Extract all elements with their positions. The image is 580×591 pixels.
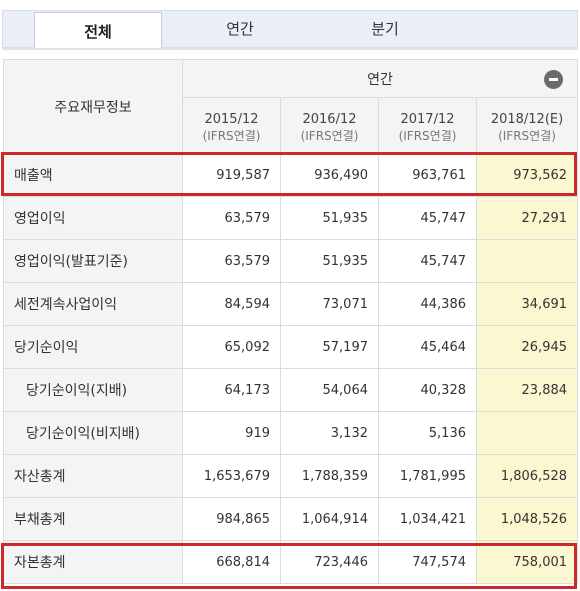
row-label[interactable]: 당기순이익	[3, 325, 183, 369]
table-cell: 1,034,421	[378, 497, 477, 541]
tab-all[interactable]: 전체	[34, 12, 162, 50]
row-label[interactable]: 당기순이익(지배)	[3, 368, 183, 412]
table-cell: 63,579	[182, 239, 281, 283]
table-row-total-liabilities: 부채총계 984,865 1,064,914 1,034,421 1,048,5…	[3, 497, 579, 541]
minus-circle-icon[interactable]	[544, 70, 564, 89]
table-cell: 668,814	[182, 540, 281, 584]
table-cell: 3,132	[280, 411, 379, 455]
table-cell-estimate: 34,691	[475, 282, 579, 326]
table-row-net-income-controlling: 당기순이익(지배) 64,173 54,064 40,328 23,884	[3, 368, 579, 412]
table-cell-estimate: 27,291	[475, 196, 579, 240]
column-header-2016: 2016/12 (IFRS연결)	[280, 97, 379, 154]
row-label[interactable]: 당기순이익(비지배)	[3, 411, 183, 455]
table-row-total-equity: 자본총계 668,814 723,446 747,574 758,001	[3, 540, 579, 584]
annual-group-header: 연간	[181, 59, 579, 98]
table-row-net-income: 당기순이익 65,092 57,197 45,464 26,945	[3, 325, 579, 369]
column-header-2017: 2017/12 (IFRS연결)	[378, 97, 477, 154]
column-period: 2016/12	[302, 111, 357, 127]
column-period: 2018/12(E)	[490, 111, 564, 127]
row-header-label: 주요재무정보	[3, 59, 183, 154]
row-label[interactable]: 영업이익	[3, 196, 183, 240]
table-row-revenue: 매출액 919,587 936,490 963,761 973,562	[3, 153, 579, 197]
table-cell: 51,935	[280, 239, 379, 283]
row-label[interactable]: 자본총계	[3, 540, 183, 584]
table-cell: 40,328	[378, 368, 477, 412]
table-cell: 1,781,995	[378, 454, 477, 498]
table-cell-estimate: 973,562	[475, 153, 579, 197]
table-cell: 57,197	[280, 325, 379, 369]
table-cell: 73,071	[280, 282, 379, 326]
financial-summary-table: 주요재무정보 연간 2015/12 (IFRS연결) 2016/12 (IFRS…	[3, 59, 579, 584]
table-cell: 63,579	[182, 196, 281, 240]
table-cell-estimate: 758,001	[475, 540, 579, 584]
column-period: 2015/12	[204, 111, 259, 127]
table-row-pretax-income: 세전계속사업이익 84,594 73,071 44,386 34,691	[3, 282, 579, 326]
table-cell: 51,935	[280, 196, 379, 240]
table-cell: 723,446	[280, 540, 379, 584]
table-row-total-assets: 자산총계 1,653,679 1,788,359 1,781,995 1,806…	[3, 454, 579, 498]
row-label[interactable]: 자산총계	[3, 454, 183, 498]
table-cell-estimate	[475, 239, 579, 283]
column-period: 2017/12	[400, 111, 455, 127]
column-header-2015: 2015/12 (IFRS연결)	[182, 97, 281, 154]
table-cell: 45,747	[378, 239, 477, 283]
table-row-operating-profit-reported: 영업이익(발표기준) 63,579 51,935 45,747	[3, 239, 579, 283]
annual-group-label: 연간	[367, 71, 393, 88]
tab-annual[interactable]: 연간	[226, 20, 254, 38]
table-row-operating-profit: 영업이익 63,579 51,935 45,747 27,291	[3, 196, 579, 240]
table-cell: 44,386	[378, 282, 477, 326]
column-header-2018e: 2018/12(E) (IFRS연결)	[475, 97, 579, 154]
row-label[interactable]: 부채총계	[3, 497, 183, 541]
tab-bar: 전체 연간 분기	[0, 0, 580, 52]
table-cell-estimate: 23,884	[475, 368, 579, 412]
table-cell: 1,788,359	[280, 454, 379, 498]
table-cell-estimate: 1,806,528	[475, 454, 579, 498]
column-basis: (IFRS연결)	[498, 128, 556, 143]
tab-quarterly[interactable]: 분기	[371, 20, 399, 38]
table-row-net-income-noncontrolling: 당기순이익(비지배) 919 3,132 5,136	[3, 411, 579, 455]
table-cell: 54,064	[280, 368, 379, 412]
row-label[interactable]: 영업이익(발표기준)	[3, 239, 183, 283]
table-cell: 963,761	[378, 153, 477, 197]
table-cell: 919,587	[182, 153, 281, 197]
tab-underline	[2, 48, 578, 50]
table-cell: 64,173	[182, 368, 281, 412]
table-cell: 5,136	[378, 411, 477, 455]
table-cell: 45,464	[378, 325, 477, 369]
table-cell-estimate: 1,048,526	[475, 497, 579, 541]
table-cell: 45,747	[378, 196, 477, 240]
table-cell: 1,653,679	[182, 454, 281, 498]
table-cell: 919	[182, 411, 281, 455]
column-basis: (IFRS연결)	[202, 128, 261, 143]
table-cell: 747,574	[378, 540, 477, 584]
table-cell: 936,490	[280, 153, 379, 197]
row-label[interactable]: 매출액	[3, 153, 183, 197]
table-cell-estimate: 26,945	[475, 325, 579, 369]
table-cell: 1,064,914	[280, 497, 379, 541]
row-label[interactable]: 세전계속사업이익	[3, 282, 183, 326]
table-cell-estimate	[475, 411, 579, 455]
column-basis: (IFRS연결)	[398, 128, 457, 143]
column-basis: (IFRS연결)	[300, 128, 359, 143]
table-cell: 65,092	[182, 325, 281, 369]
table-cell: 984,865	[182, 497, 281, 541]
table-cell: 84,594	[182, 282, 281, 326]
